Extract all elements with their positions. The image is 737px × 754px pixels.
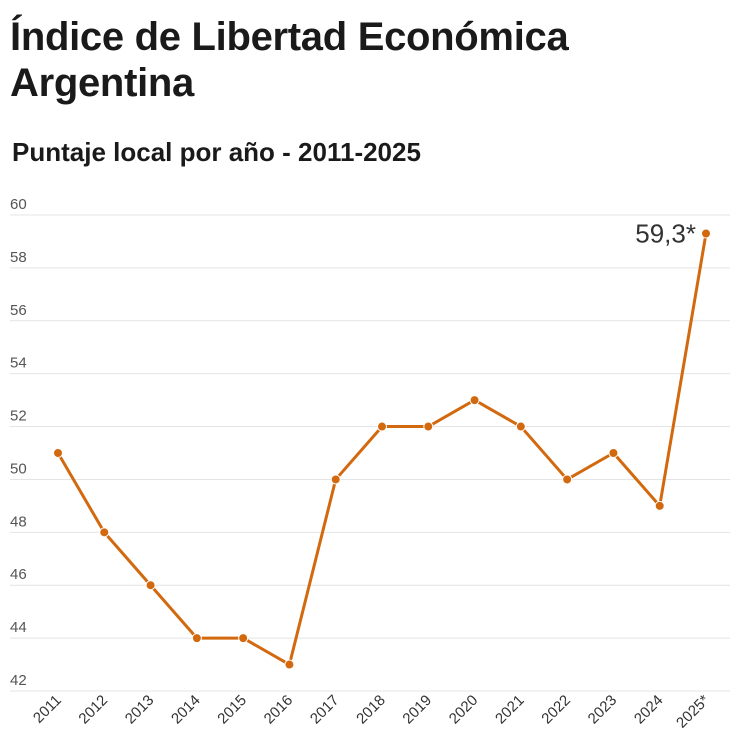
data-point — [423, 421, 434, 432]
data-point — [377, 421, 387, 432]
y-tick-label: 44 — [10, 619, 27, 636]
x-tick-label: 2013 — [122, 692, 158, 728]
data-point — [99, 527, 110, 538]
chart-title: Índice de Libertad Económica Argentina — [10, 15, 569, 105]
x-tick-label: 2014 — [168, 692, 204, 728]
data-point — [238, 633, 249, 644]
x-tick-label: 2021 — [492, 692, 528, 728]
y-tick-label: 50 — [10, 460, 27, 477]
data-point — [654, 500, 665, 511]
x-axis: 2011 2012 2013 2014 2015 2016 2017 2018 2019 2020… — [30, 692, 713, 732]
x-tick-label: 2019 — [399, 692, 435, 728]
y-tick-label: 58 — [10, 249, 27, 266]
x-tick-label: 2016 — [261, 692, 297, 728]
data-point — [562, 474, 573, 485]
y-tick-label: 60 — [10, 196, 27, 213]
gridlines — [10, 214, 730, 692]
data-point — [53, 448, 63, 458]
y-tick-label: 48 — [10, 513, 27, 530]
data-point — [191, 633, 202, 644]
x-tick-label: 2011 — [30, 692, 65, 727]
x-tick-label: 2020 — [446, 692, 482, 728]
data-point — [284, 659, 295, 670]
x-tick-label: 2023 — [585, 692, 621, 728]
x-tick-label: 2022 — [538, 692, 574, 728]
data-point — [145, 580, 156, 591]
series-line — [56, 232, 708, 667]
data-points — [53, 228, 711, 670]
y-tick-label: 54 — [10, 355, 27, 372]
x-tick-label: 2018 — [353, 692, 389, 728]
data-point — [469, 395, 480, 406]
data-point — [608, 448, 619, 458]
x-tick-label: 2015 — [214, 692, 250, 728]
chart-subtitle: Puntaje local por año - 2011-2025 — [12, 137, 421, 167]
y-tick-label: 52 — [10, 408, 27, 425]
data-point — [330, 474, 341, 485]
series — [56, 232, 708, 667]
y-tick-label: 42 — [10, 672, 27, 689]
x-tick-label: 2017 — [307, 692, 343, 728]
y-tick-label: 56 — [10, 302, 27, 319]
value-annotation: 59,3* — [635, 219, 696, 249]
x-tick-label: 2024 — [631, 692, 667, 728]
annotations: 59,3* — [635, 219, 696, 249]
x-tick-label: 2025* — [673, 692, 713, 732]
y-tick-label: 46 — [10, 566, 27, 583]
data-point — [701, 228, 711, 239]
y-axis: 42 44 46 48 50 52 54 56 58 60 — [10, 196, 27, 689]
data-point — [515, 421, 526, 432]
x-tick-label: 2012 — [75, 692, 111, 728]
